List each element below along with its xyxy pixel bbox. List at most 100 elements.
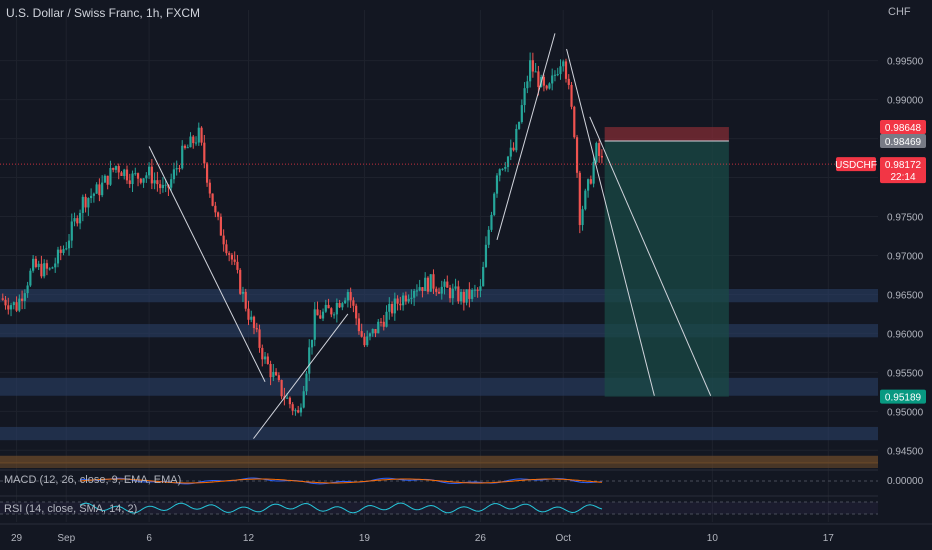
candle-body <box>429 274 432 292</box>
candle-body <box>73 218 76 222</box>
candle-body <box>241 291 245 294</box>
x-tick-label: Oct <box>555 533 571 544</box>
rsi-label[interactable]: RSI (14, close, SMA, 14, 2) <box>4 503 138 515</box>
candle-body <box>286 397 289 399</box>
candle-body <box>426 277 430 292</box>
trendline <box>589 116 712 396</box>
stop-price-tag: 0.98648 <box>885 123 922 134</box>
candle-body <box>545 85 548 89</box>
candle-body <box>432 274 435 289</box>
candle-body <box>250 316 253 320</box>
candle-body <box>252 316 256 329</box>
candle-body <box>410 297 413 299</box>
candle-body <box>418 287 421 291</box>
candle-body <box>495 175 499 194</box>
candle-body <box>1 298 4 300</box>
y-tick-label: 0.96000 <box>887 329 924 340</box>
candle-body <box>214 205 217 213</box>
x-tick-label: 19 <box>359 533 371 544</box>
trendline <box>148 146 266 382</box>
candle-body <box>531 60 534 72</box>
candle-body <box>327 304 330 309</box>
candle-body <box>70 221 73 241</box>
zone-box <box>0 462 878 468</box>
symbol-tag: USDCHF <box>835 160 877 171</box>
candle-body <box>476 289 479 291</box>
candle-body <box>435 288 438 292</box>
candle-body <box>156 180 159 185</box>
candle-body <box>344 300 347 304</box>
axis-background <box>878 0 932 550</box>
candle-body <box>346 292 349 301</box>
candle-body <box>388 303 391 312</box>
candle-body <box>54 263 57 268</box>
candle-body <box>294 410 297 412</box>
candle-body <box>20 298 24 301</box>
trendline <box>566 48 655 396</box>
x-tick-label: 12 <box>243 533 255 544</box>
candle-body <box>90 195 93 199</box>
y-tick-label: 0.99000 <box>887 96 924 107</box>
candle-body <box>454 286 457 289</box>
candle-body <box>117 166 120 173</box>
candle-body <box>112 167 115 170</box>
candle-body <box>600 155 603 158</box>
x-tick-label: 17 <box>823 533 835 544</box>
current-price-tag-bg <box>880 157 926 184</box>
candle-body <box>440 286 443 294</box>
candle-body <box>595 143 598 162</box>
candle-body <box>125 169 129 181</box>
x-tick-label: 26 <box>475 533 487 544</box>
candle-body <box>200 127 203 143</box>
candle-body <box>338 302 341 308</box>
short-position-tool[interactable] <box>604 127 729 397</box>
candle-body <box>275 371 278 376</box>
candle-body <box>501 168 504 170</box>
candle-body <box>415 290 419 292</box>
candle-body <box>147 166 151 176</box>
candle-body <box>26 285 29 294</box>
candle-body <box>559 66 562 75</box>
candle-body <box>448 287 452 299</box>
candle-body <box>219 216 222 236</box>
candle-body <box>374 329 377 334</box>
candle-body <box>255 328 258 330</box>
trendlines[interactable] <box>148 33 712 439</box>
candle-body <box>592 161 595 184</box>
candle-body <box>87 198 90 208</box>
x-tick-label: 6 <box>146 533 152 544</box>
stop-price-tag-bg <box>880 120 926 135</box>
candle-body <box>139 178 142 183</box>
candle-body <box>584 190 587 210</box>
candle-body <box>164 184 167 186</box>
time-axis[interactable]: 29 Sep 6 12 19 26 Oct 10 17 <box>0 523 932 544</box>
currency-label: CHF <box>888 6 911 18</box>
candle-body <box>523 88 526 106</box>
candle-body <box>101 182 104 196</box>
candle-body <box>59 249 62 253</box>
x-tick-label: 10 <box>707 533 719 544</box>
candle-body <box>355 305 358 319</box>
macd-label[interactable]: MACD (12, 26, close, 9, EMA, EMA) <box>4 474 182 486</box>
candle-body <box>515 128 518 151</box>
candle-body <box>490 214 493 230</box>
candle-body <box>153 180 156 184</box>
candle-body <box>40 263 43 277</box>
candle-body <box>363 336 366 346</box>
x-tick-label: Sep <box>57 533 75 544</box>
candle-body <box>159 184 162 189</box>
candle-body <box>32 258 35 271</box>
candle-body <box>509 147 512 157</box>
candle-body <box>211 193 214 206</box>
candle-body <box>9 305 13 310</box>
candle-body <box>217 212 220 217</box>
zone-box <box>0 377 878 396</box>
candle-body <box>390 303 394 314</box>
candle-body <box>562 61 565 67</box>
y-tick-label: 0.97500 <box>887 213 924 224</box>
candle-body <box>529 60 532 82</box>
candle-body <box>349 292 352 301</box>
candle-body <box>114 166 118 170</box>
candle-body <box>98 184 101 196</box>
